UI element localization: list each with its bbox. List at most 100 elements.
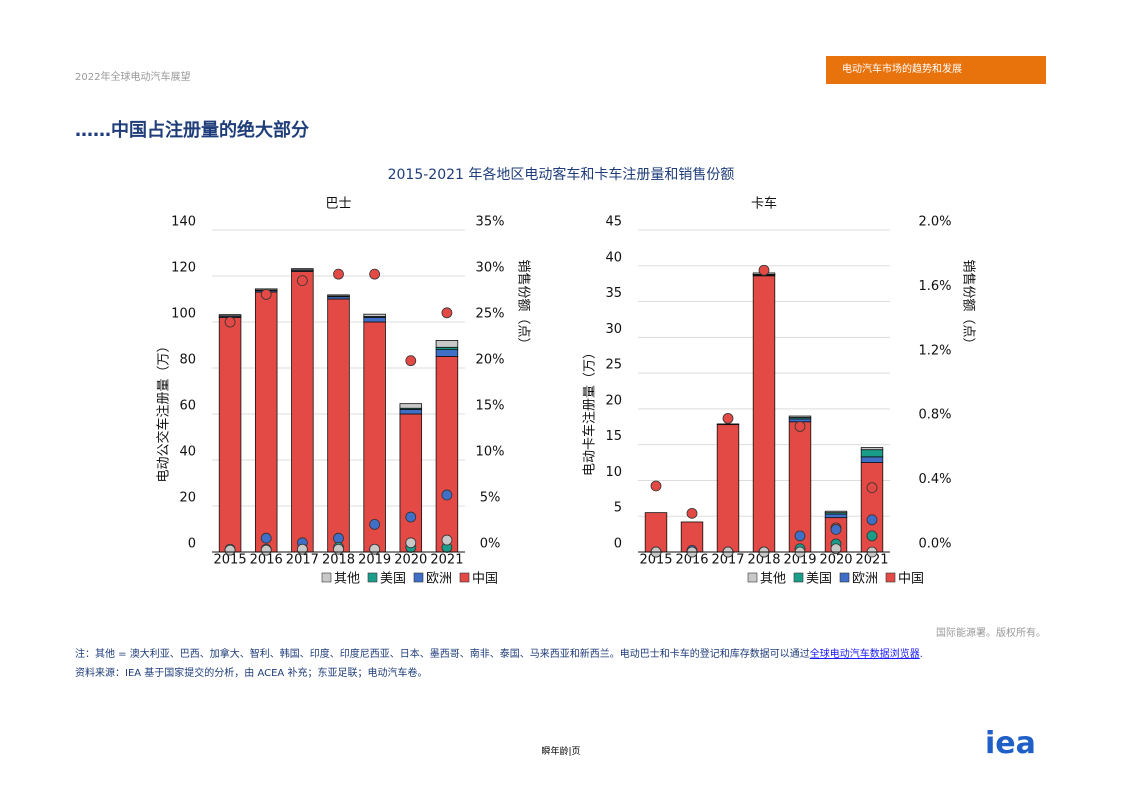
note-end: . [919,649,923,660]
y2-tick-label: 0.0% [918,537,951,552]
source: 资料来源：IEA 基于国家提交的分析，由 ACEA 补充；东亚足联；电动汽车卷。 [75,668,428,679]
x-tick-label: 2015 [639,553,672,568]
x-tick-label: 2020 [819,553,852,568]
share-dot [369,543,381,555]
note-text: 注：其他 = 澳大利亚、巴西、加拿大、智利、韩国、印度、印度尼西亚、日本、墨西哥… [75,649,810,660]
note: 注：其他 = 澳大利亚、巴西、加拿大、智利、韩国、印度、印度尼西亚、日本、墨西哥… [75,645,923,660]
legend-label: 美国 [380,572,406,587]
y-tick-label: 30 [605,322,622,337]
y2-tick-label: 10% [476,445,505,460]
x-tick-label: 2020 [394,553,427,568]
y-tick-label: 120 [171,261,196,276]
charts: 巴士0204060801001201400%5%10%15%20%25%30%3… [156,196,977,587]
x-tick-label: 2017 [711,553,744,568]
y-tick-label: 100 [171,307,196,322]
bar-segment [435,356,459,553]
x-tick-label: 2018 [322,553,355,568]
y-tick-label: 5 [614,501,622,516]
y2-tick-label: 0.4% [918,472,951,487]
y-tick-label: 15 [605,429,622,444]
share-dot [758,264,770,276]
y-tick-label: 140 [171,215,196,230]
y-tick-label: 20 [179,491,196,506]
bar-segment [752,275,776,553]
y2-axis-label: 销售份额（点） [516,259,532,350]
legend-swatch [321,572,332,583]
heading: ……中国占注册量的绝大部分 [75,120,309,141]
share-dot [441,489,453,501]
share-dot [830,543,842,555]
share-dot [260,288,272,300]
bar-segment [291,268,314,271]
legend-swatch [839,572,850,583]
legend-swatch [747,572,758,583]
y2-tick-label: 25% [476,307,505,322]
x-tick-label: 2017 [286,553,319,568]
share-dot [369,519,381,530]
y2-tick-label: 1.6% [918,279,951,294]
share-dot [686,507,698,519]
report-title: 2022年全球电动汽车展望 [75,72,191,83]
y2-tick-label: 5% [480,491,501,506]
share-dot [333,268,344,280]
bar-segment [824,513,848,519]
page-number: 瞬年龄|页 [541,747,581,757]
share-dot [441,307,453,319]
bar-segment [254,291,278,553]
data-link[interactable]: 全球电动汽车数据浏览器 [809,649,920,660]
bar-segment [218,316,242,553]
share-dot [260,532,272,544]
share-dot [405,537,417,549]
y-tick-label: 0 [188,537,196,552]
rights: 国际能源署。版权所有。 [936,628,1046,639]
y-tick-label: 40 [605,250,622,265]
y-axis-label: 电动公交车注册量（万） [156,339,172,482]
legend-label: 欧洲 [426,572,452,587]
bar-segment [327,294,350,297]
y2-tick-label: 30% [476,261,505,276]
share-dot [650,480,662,492]
logo: iea [985,726,1036,761]
x-tick-label: 2016 [250,553,283,568]
share-dot [441,534,453,546]
share-dot [296,275,308,287]
share-dot [866,482,878,494]
x-tick-label: 2021 [430,553,463,568]
share-dot [224,316,236,328]
legend-label: 其他 [760,572,786,587]
bar-segment [363,316,386,323]
y2-tick-label: 35% [476,215,505,230]
chart-title: 卡车 [751,196,777,212]
y2-tick-label: 0% [480,537,501,552]
y2-axis-label: 销售份额（点） [961,259,977,350]
legend-swatch [885,572,896,583]
x-tick-label: 2018 [747,553,780,568]
x-tick-label: 2016 [675,553,708,568]
bar-segment [327,298,350,553]
bar-segment [363,313,386,317]
y-tick-label: 0 [614,537,622,552]
bar-segment [824,510,848,514]
share-dot [722,412,734,424]
share-dot [296,543,308,555]
legend-label: 中国 [898,572,924,587]
bar-segment [399,408,423,415]
y2-tick-label: 0.8% [918,408,951,423]
bar-segment [788,415,812,418]
bar-segment [860,449,884,458]
chart-title: 巴士 [325,197,351,212]
y-tick-label: 20 [605,393,622,408]
share-dot [405,355,417,367]
y-axis-label: 电动卡车注册量（万） [582,346,598,476]
bar-segment [363,321,386,553]
legend-label: 欧洲 [852,572,878,587]
x-tick-label: 2019 [358,553,391,568]
bar-segment [399,403,423,409]
legend-label: 美国 [806,572,832,587]
y-tick-label: 35 [605,286,622,301]
y2-tick-label: 2.0% [918,215,951,230]
y-tick-label: 10 [605,465,622,480]
bar-segment [860,447,884,451]
x-tick-label: 2019 [783,553,816,568]
